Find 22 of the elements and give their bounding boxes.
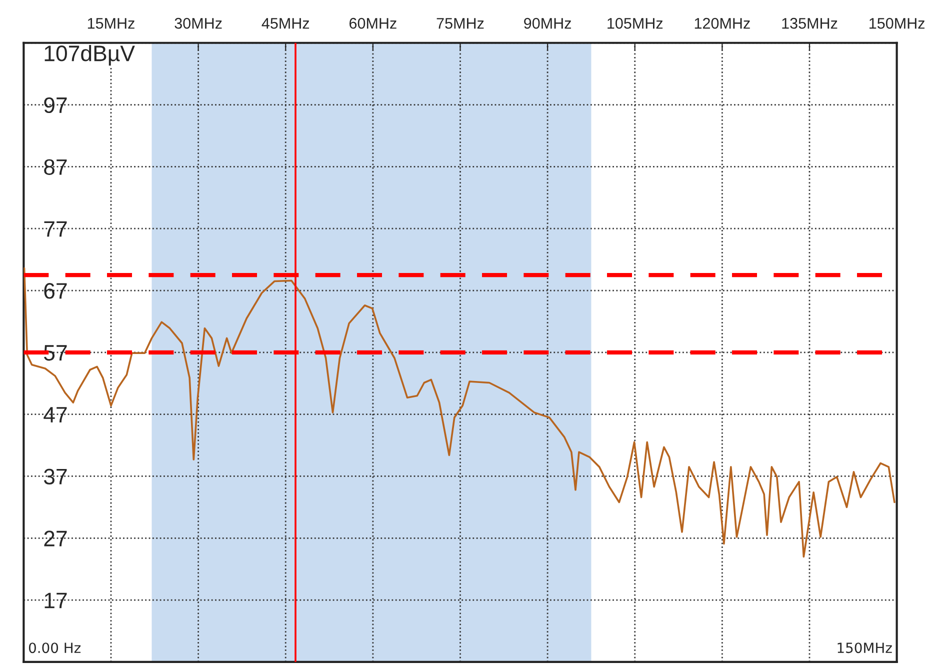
x-tick-label: 45MHz	[262, 18, 310, 29]
x-tick-label: 60MHz	[350, 18, 396, 29]
x-tick-label: 90MHz	[524, 18, 571, 29]
x-tick-label: 105MHz	[608, 18, 663, 29]
y-tick-label: 87	[44, 159, 67, 175]
x-tick-label: 150MHz	[870, 18, 924, 29]
annotation: 150MHz	[838, 642, 892, 654]
line-series	[24, 267, 896, 558]
x-tick-label: 15MHz	[88, 18, 134, 29]
annotation: 0.00 Hz	[28, 642, 81, 654]
y-tick-label: 107dBµV	[44, 44, 135, 66]
y-tick-label: 27	[44, 530, 67, 546]
x-tick-label: 120MHz	[694, 18, 750, 29]
x-tick-label: 135MHz	[782, 18, 838, 29]
y-tick-label: 17	[44, 592, 67, 608]
y-tick-label: 37	[44, 468, 67, 485]
y-tick-label: 47	[44, 407, 67, 422]
x-tick-label: 75MHz	[436, 18, 484, 29]
x-tick-label: 30MHz	[174, 18, 222, 29]
y-tick-label: 77	[44, 221, 67, 237]
y-tick-label: 67	[44, 283, 67, 299]
y-tick-label: 97	[44, 97, 67, 114]
